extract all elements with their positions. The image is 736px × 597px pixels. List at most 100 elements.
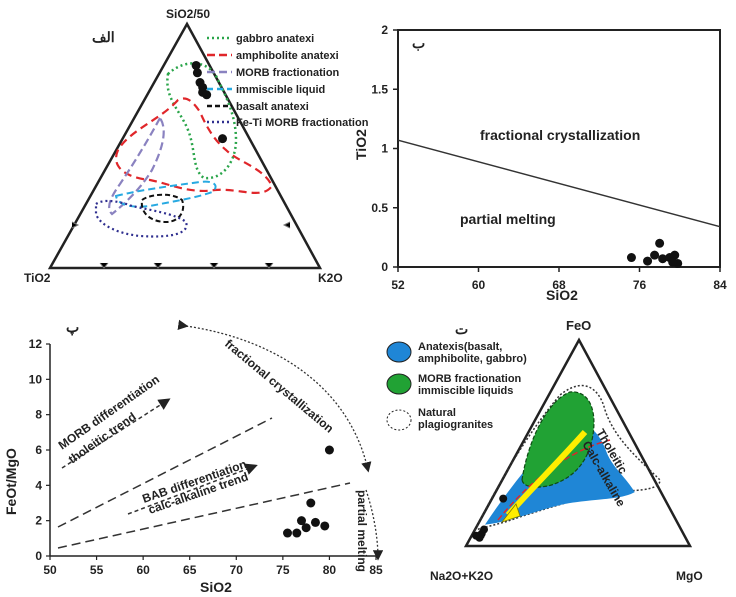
panel-c-arc-fc <box>177 319 372 473</box>
panel-c-ytick-1: 2 <box>35 514 42 528</box>
panel-c-xtick-7: 85 <box>369 563 383 577</box>
legend-natural-line1: Natural <box>418 407 456 419</box>
panel-c-point-2 <box>296 516 306 526</box>
panel-c-point-7 <box>283 528 293 538</box>
panel-a-points <box>191 60 228 144</box>
legend-swatch-morb <box>386 373 412 395</box>
panel-d-point-5 <box>472 531 481 540</box>
panel-c-xtick-3: 65 <box>183 563 197 577</box>
panel-a-point-5 <box>202 90 212 100</box>
panel-d-points <box>472 494 508 542</box>
panel-d: ت FeO Na2O+K2O MgO Tholeitic Calc-alkali… <box>386 318 703 583</box>
panel-c-xtick-0: 50 <box>43 563 57 577</box>
panel-c-ytick-5: 10 <box>29 372 43 386</box>
panel-c-ytick-4: 8 <box>35 408 42 422</box>
field-fe-ti-morb <box>94 199 188 238</box>
legend-immiscible-liquid: immiscible liquid <box>236 84 325 96</box>
legend-gabbro-anatexi: gabbro anatexi <box>236 33 314 45</box>
panel-d-point-0 <box>499 494 508 503</box>
field-immiscible-liquid <box>114 180 217 208</box>
panel-d-yellow-arrow <box>505 430 588 518</box>
panel-a-label: الف <box>92 29 115 45</box>
panel-b-ytick-1: 0.5 <box>371 201 388 215</box>
panel-a-apex-right: K2O <box>318 271 343 285</box>
legend-natural-line2: plagiogranites <box>418 419 493 431</box>
panel-c-ytick-6: 12 <box>29 337 43 351</box>
panel-b-point-8 <box>668 257 678 267</box>
panel-a-apex-left: TiO2 <box>24 271 51 285</box>
panel-b-xlabel: SiO2 <box>546 287 578 303</box>
panel-b-points <box>626 238 683 268</box>
panel-b-point-6 <box>670 250 680 260</box>
legend-fe-ti-morb: Fe-Ti MORB fractionation <box>236 117 369 129</box>
panel-c-point-3 <box>310 517 320 527</box>
panel-b-xtick-3: 76 <box>633 278 647 292</box>
panel-d-triangle <box>463 337 693 548</box>
panel-c-ytick-3: 6 <box>35 443 42 457</box>
legend-morb-line2: immiscible liquids <box>418 385 513 397</box>
panel-d-legend: Anatexis(basalt, amphibolite, gabbro) MO… <box>386 341 527 431</box>
panel-b-point-1 <box>643 256 653 266</box>
panel-c-arc-pm <box>365 489 384 561</box>
panel-a-point-0 <box>191 60 201 70</box>
field-amphibolite-anatexi <box>115 97 274 194</box>
panel-a-triangle <box>47 21 323 270</box>
legend-anatexis-line2: amphibolite, gabbro) <box>418 353 527 365</box>
field-basalt-anatexi <box>140 193 185 224</box>
panel-c-annot-pm: partial melting <box>355 490 369 572</box>
panel-c-xtick-4: 70 <box>230 563 244 577</box>
panel-c-point-4 <box>320 521 330 531</box>
panel-b-point-0 <box>626 253 636 263</box>
panel-c-line-2 <box>57 482 351 549</box>
panel-c-xtick-6: 80 <box>323 563 337 577</box>
panel-b-xtick-2: 68 <box>552 278 566 292</box>
panel-b-xtick-1: 60 <box>472 278 486 292</box>
panel-c-ylabel: FeOt/MgO <box>3 448 19 515</box>
panel-b-point-2 <box>650 250 660 260</box>
panel-b-point-3 <box>655 238 665 248</box>
legend-morb-line1: MORB fractionation <box>418 373 522 385</box>
panel-c-xtick-5: 75 <box>276 563 290 577</box>
panel-b-ytick-0: 0 <box>381 260 388 274</box>
legend-swatch-anatexis <box>386 341 412 363</box>
panel-c-ytick-2: 4 <box>35 478 42 492</box>
legend-anatexis-line1: Anatexis(basalt, <box>418 341 502 353</box>
panel-b-frame <box>397 29 721 268</box>
panel-b-boundary-line <box>397 139 721 228</box>
field-morb-green <box>521 391 595 488</box>
panel-d-label: ت <box>455 321 468 337</box>
panel-b-xtick-4: 84 <box>713 278 727 292</box>
panel-c-ytick-0: 0 <box>35 549 42 563</box>
panel-a: الف SiO2/50 TiO2 K2O gabbro anatexi amph… <box>24 7 369 285</box>
panel-c-point-6 <box>292 528 302 538</box>
panel-c-xtick-2: 60 <box>136 563 150 577</box>
legend-morb-fractionation: MORB fractionation <box>236 67 340 79</box>
panel-c-xtick-1: 55 <box>90 563 104 577</box>
panel-b-ytick-4: 2 <box>381 23 388 37</box>
legend-swatch-natural <box>386 409 412 431</box>
panel-b-ytick-3: 1.5 <box>371 82 388 96</box>
panel-b-ylabel: TiO2 <box>353 129 369 160</box>
panel-c: 50 55 60 65 70 75 80 85 0 2 4 6 8 10 12 پ fractional c… <box>3 319 384 595</box>
panel-b-annotation-pm: partial melting <box>460 211 556 227</box>
panel-a-point-1 <box>192 68 202 78</box>
panel-c-xlabel: SiO2 <box>200 579 232 595</box>
legend-amphibolite-anatexi: amphibolite anatexi <box>236 50 339 62</box>
panel-b-ytick-2: 1 <box>381 142 388 156</box>
panel-a-point-6 <box>218 134 228 144</box>
panel-b-label: ب <box>412 35 425 51</box>
panel-b-ticks: 52 60 68 76 84 0 0.5 1 1.5 2 <box>371 23 727 292</box>
panel-c-ticks: 50 55 60 65 70 75 80 85 0 2 4 6 8 10 12 <box>29 337 383 577</box>
panel-a-legend: gabbro anatexi amphibolite anatexi MORB … <box>207 33 369 129</box>
panel-c-points <box>283 445 334 538</box>
panel-a-apex-top: SiO2/50 <box>166 7 210 21</box>
panel-d-yellow-arrowhead <box>500 503 521 523</box>
field-morb-fractionation <box>108 115 165 216</box>
panel-c-point-0 <box>324 445 334 455</box>
panel-d-apex-left: Na2O+K2O <box>430 569 493 583</box>
panel-d-apex-top: FeO <box>566 318 591 333</box>
panel-c-point-5 <box>301 523 311 533</box>
panel-c-point-1 <box>306 498 316 508</box>
panel-c-arrow-bab <box>127 463 258 515</box>
